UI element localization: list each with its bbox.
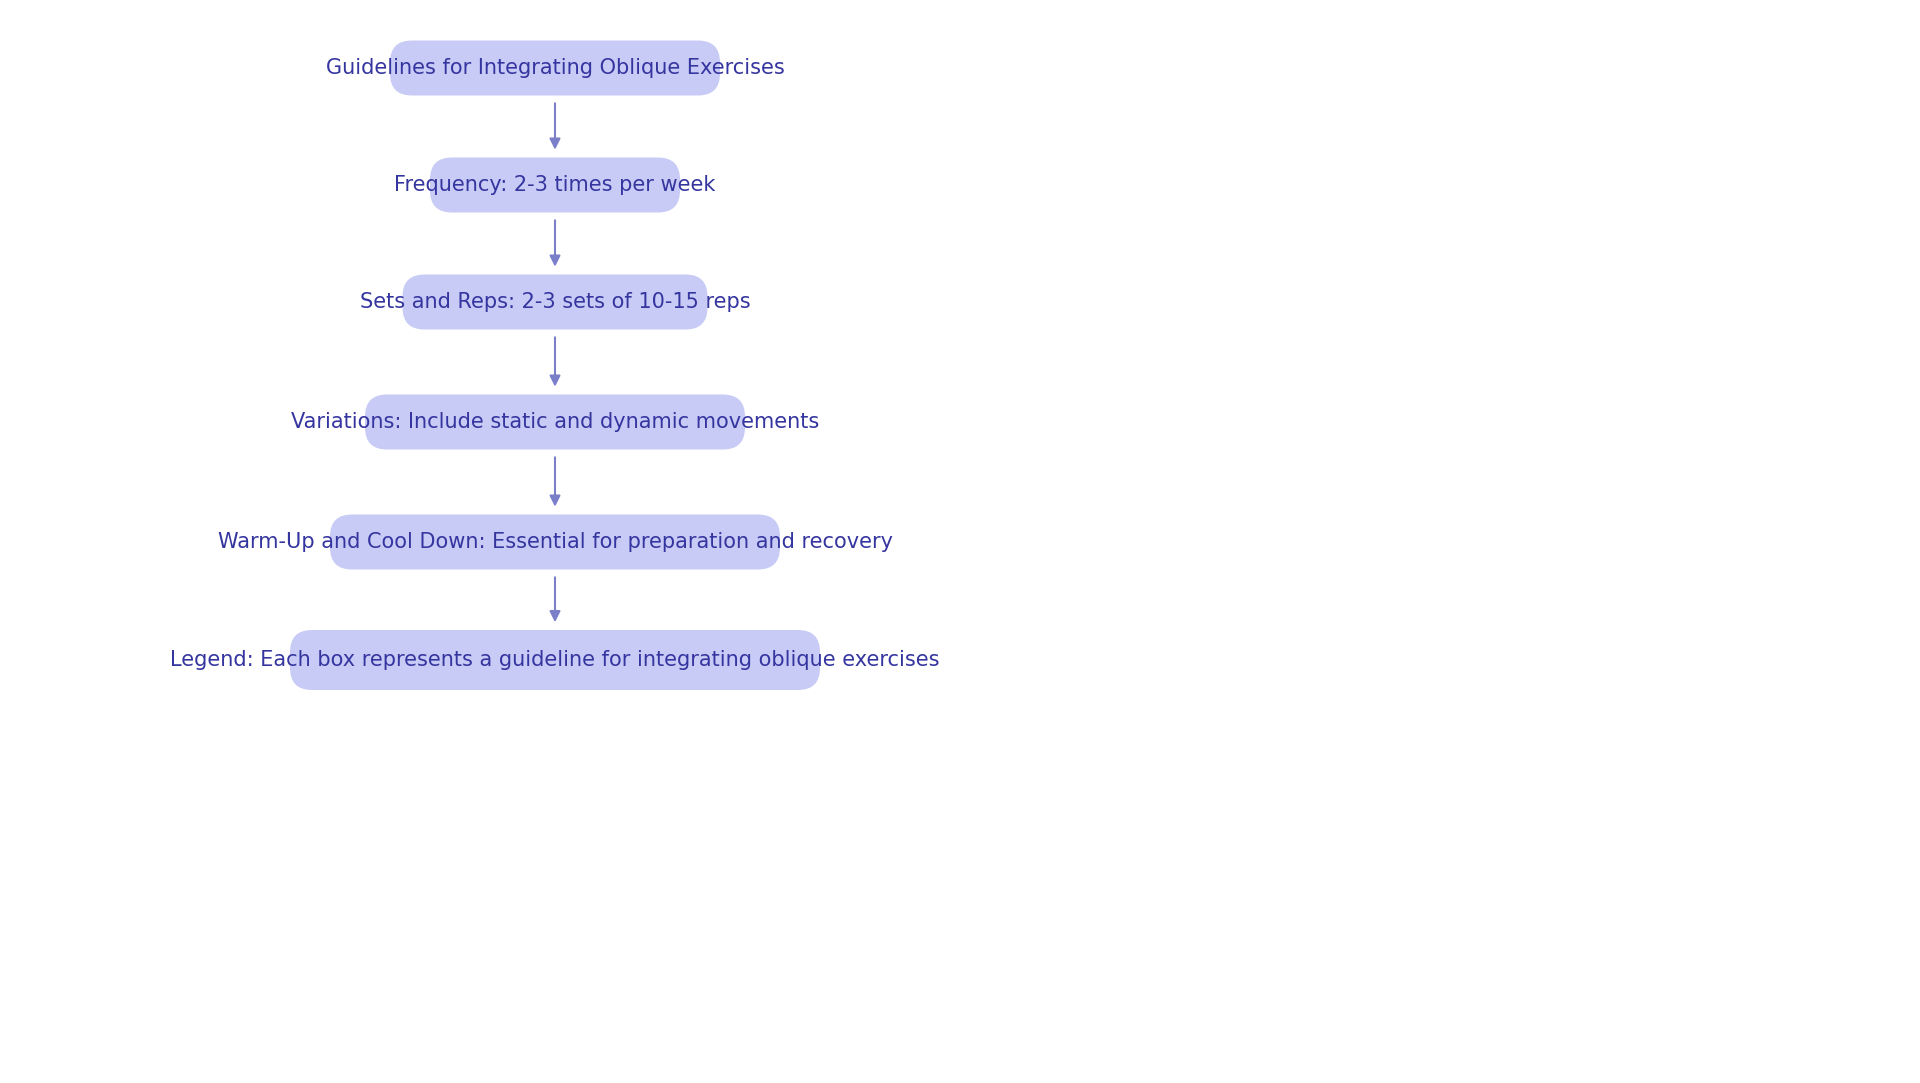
FancyBboxPatch shape (390, 40, 720, 95)
FancyBboxPatch shape (290, 630, 820, 690)
Text: Variations: Include static and dynamic movements: Variations: Include static and dynamic m… (290, 412, 820, 432)
Text: Warm-Up and Cool Down: Essential for preparation and recovery: Warm-Up and Cool Down: Essential for pre… (217, 532, 893, 552)
FancyBboxPatch shape (330, 514, 780, 570)
Text: Legend: Each box represents a guideline for integrating oblique exercises: Legend: Each box represents a guideline … (171, 650, 939, 670)
FancyBboxPatch shape (403, 274, 707, 329)
Text: Guidelines for Integrating Oblique Exercises: Guidelines for Integrating Oblique Exerc… (326, 58, 785, 78)
FancyBboxPatch shape (430, 157, 680, 212)
Text: Sets and Reps: 2-3 sets of 10-15 reps: Sets and Reps: 2-3 sets of 10-15 reps (359, 292, 751, 312)
Text: Frequency: 2-3 times per week: Frequency: 2-3 times per week (394, 175, 716, 195)
FancyBboxPatch shape (365, 394, 745, 449)
